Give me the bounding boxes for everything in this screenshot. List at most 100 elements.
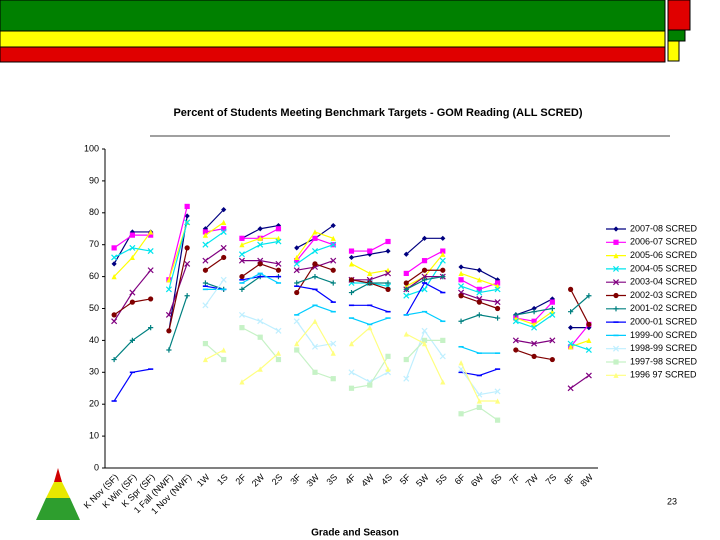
point [613, 253, 619, 259]
point [440, 235, 446, 241]
point [403, 270, 409, 277]
point [494, 398, 501, 404]
series-line [205, 349, 224, 361]
point [239, 379, 245, 385]
point [613, 359, 619, 365]
point [184, 245, 190, 251]
series-line [241, 314, 279, 332]
point [348, 289, 355, 296]
point [458, 411, 464, 417]
point [166, 277, 172, 283]
point [458, 293, 464, 299]
point [385, 280, 391, 286]
point [384, 270, 392, 277]
point [148, 229, 154, 235]
point [311, 343, 319, 350]
legend-label: 2006-07 SCRED [630, 237, 698, 247]
point [476, 404, 482, 410]
point [385, 366, 391, 372]
point [166, 347, 172, 353]
point [348, 254, 355, 261]
point [612, 265, 620, 272]
point [440, 337, 446, 343]
point [147, 248, 154, 255]
x-tick-label: 5S [434, 472, 449, 487]
point [568, 344, 574, 350]
x-tick-label: 7W [524, 472, 541, 489]
point [330, 257, 337, 264]
chart-title: Percent of Students Meeting Benchmark Ta… [173, 107, 582, 119]
point [568, 325, 574, 331]
point [202, 267, 209, 273]
point [458, 264, 464, 270]
point [257, 235, 263, 241]
point [111, 261, 117, 267]
series-line [296, 320, 334, 354]
point [257, 226, 263, 232]
point [421, 286, 428, 293]
point [531, 353, 537, 359]
x-tick-label: 4S [379, 472, 394, 487]
point [586, 321, 592, 328]
series-line [205, 256, 225, 271]
point [549, 305, 555, 312]
legend-label: 1997-98 SCRED [630, 356, 698, 366]
x-tick-label: 1S [215, 472, 230, 487]
point [348, 340, 355, 347]
point [421, 340, 428, 347]
point [612, 345, 620, 352]
green-band [0, 0, 666, 32]
legend-label: 1996 97 SCRED [630, 370, 697, 380]
point [612, 279, 620, 286]
point [257, 334, 263, 340]
point [367, 382, 373, 388]
x-tick-label: 3W [304, 472, 321, 489]
point [202, 229, 209, 235]
series-line [351, 326, 389, 370]
series-line [205, 343, 225, 360]
point [294, 289, 300, 296]
y-tick-label: 60 [89, 271, 99, 281]
pyramid-icon [36, 468, 80, 520]
point [585, 346, 592, 353]
point [568, 286, 574, 292]
point [458, 360, 464, 366]
point [165, 311, 172, 318]
point [129, 337, 135, 343]
point [293, 318, 300, 325]
point [239, 286, 245, 292]
point [613, 239, 619, 245]
point [220, 228, 227, 235]
point [202, 302, 209, 309]
point [294, 280, 300, 286]
legend-label: 2002-03 SCRED [630, 290, 698, 300]
point [586, 325, 592, 331]
point [111, 318, 118, 325]
point [440, 379, 446, 385]
point [221, 219, 227, 225]
point [293, 260, 300, 267]
point [403, 356, 409, 363]
y-tick-label: 90 [89, 175, 99, 185]
point [348, 385, 355, 391]
x-tick-label: 6S [489, 472, 504, 487]
point [494, 277, 501, 283]
red-square [667, 0, 691, 31]
y-tick-label: 30 [89, 367, 99, 377]
point [440, 248, 446, 254]
point [494, 315, 501, 321]
point [549, 356, 555, 363]
point [613, 226, 619, 232]
point [613, 292, 619, 299]
point [439, 353, 446, 360]
point [476, 312, 482, 318]
point [111, 254, 118, 261]
point [421, 258, 428, 264]
y-tick-label: 100 [84, 143, 99, 153]
point [239, 325, 245, 331]
point [165, 286, 172, 293]
point [238, 257, 245, 264]
point [421, 235, 428, 241]
point [348, 248, 355, 254]
y-tick-label: 0 [94, 462, 99, 472]
